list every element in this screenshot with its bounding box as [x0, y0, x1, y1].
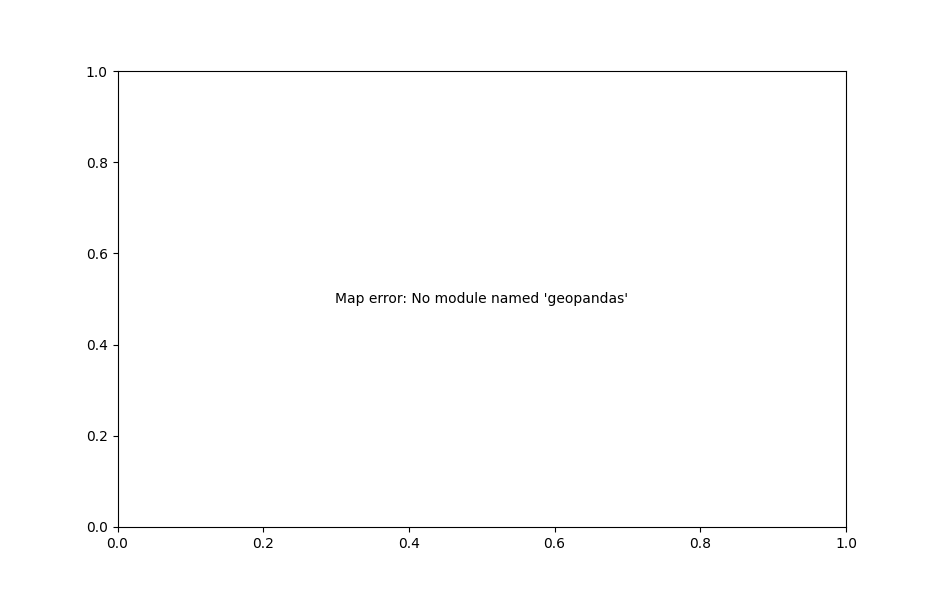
- Text: Map error: No module named 'geopandas': Map error: No module named 'geopandas': [336, 292, 628, 306]
